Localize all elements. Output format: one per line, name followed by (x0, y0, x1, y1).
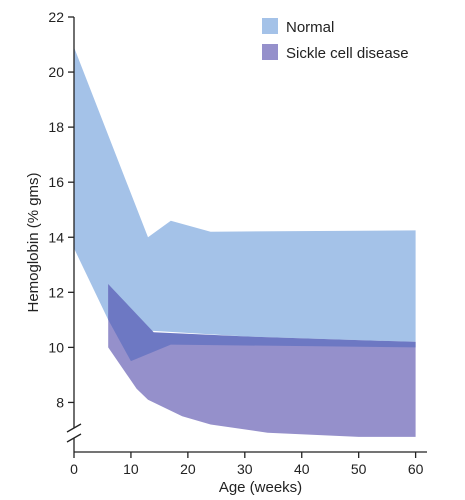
y-tick-label: 16 (48, 174, 64, 190)
y-tick-label: 8 (56, 394, 64, 410)
x-tick-label: 40 (294, 461, 310, 477)
y-tick-label: 10 (48, 339, 64, 355)
x-axis-label: Age (weeks) (219, 479, 302, 496)
axis-break-mark-upper (66, 423, 82, 433)
legend-swatch (262, 44, 278, 60)
legend-label: Normal (286, 19, 334, 36)
legend: Normal Sickle cell disease (262, 18, 409, 62)
x-tick-label: 30 (237, 461, 253, 477)
x-tick-label: 50 (351, 461, 367, 477)
tick-layer: 0 10 20 30 40 50 60 8 10 12 14 16 18 20 22 (48, 9, 423, 477)
area-layer (74, 47, 416, 437)
y-tick-label: 12 (48, 284, 64, 300)
x-tick-label: 20 (180, 461, 196, 477)
area-band-overlap (108, 284, 416, 362)
x-tick-label: 60 (408, 461, 424, 477)
area-band-sickle-cell-disease (108, 284, 416, 437)
y-tick-label: 20 (48, 64, 64, 80)
y-tick-label: 14 (48, 229, 64, 245)
y-tick-label: 18 (48, 119, 64, 135)
axes-layer (66, 17, 427, 453)
legend-swatch (262, 18, 278, 34)
area-band-normal (74, 47, 416, 342)
legend-label: Sickle cell disease (286, 45, 409, 62)
y-tick-label: 22 (48, 9, 64, 25)
y-axis-label: Hemoglobin (% gms) (25, 172, 42, 312)
x-tick-label: 0 (70, 461, 78, 477)
x-tick-label: 10 (123, 461, 139, 477)
axis-break-mark-lower (66, 433, 82, 443)
